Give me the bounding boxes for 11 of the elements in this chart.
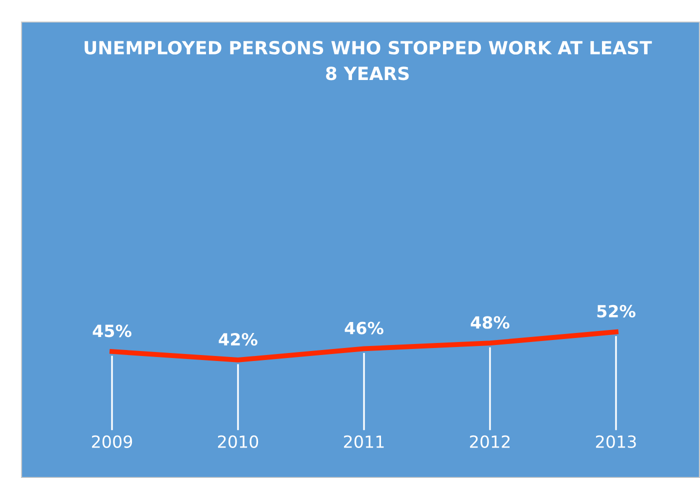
data-label: 46% [344,322,384,334]
chart-title: UNEMPLOYED PERSONS WHO STOPPED WORK AT LEAST 8 YEARS [84,40,652,80]
x-tick-label: 2009 [92,435,132,448]
data-label: 42% [218,333,258,346]
x-tick-label: 2011 [344,435,384,448]
x-tick-label: 2013 [596,435,636,448]
data-label: 48% [470,316,510,329]
x-tick-label: 2012 [470,435,510,448]
data-label: 52% [597,304,636,318]
x-tick-label: 2010 [218,435,258,448]
data-label: 45% [92,324,132,338]
